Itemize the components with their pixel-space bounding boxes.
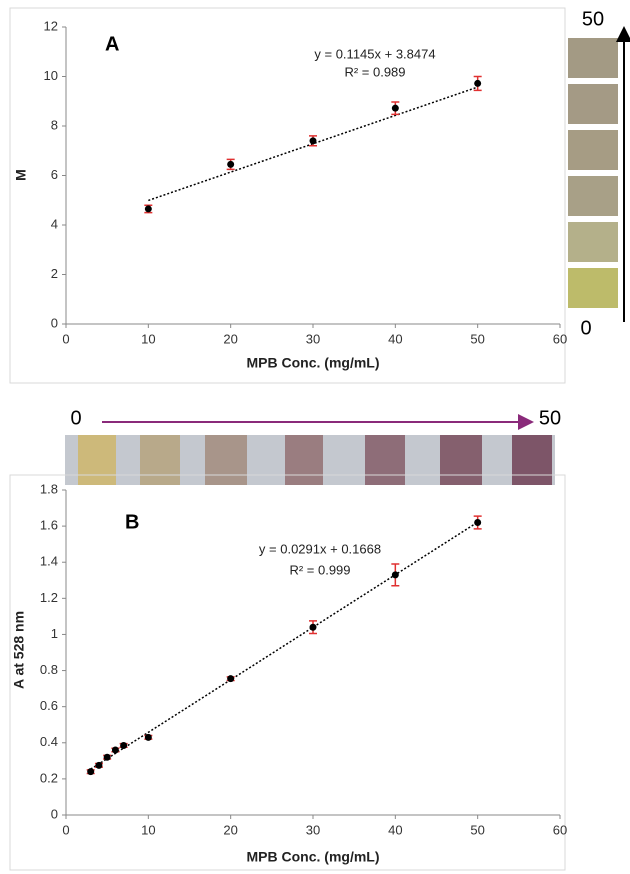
- y-tick-label: 0.6: [40, 698, 58, 713]
- equation: y = 0.0291x + 0.1668: [259, 541, 381, 556]
- y-tick-label: 0.4: [40, 734, 58, 749]
- x-tick-label: 40: [388, 822, 402, 837]
- y-tick-label: 2: [51, 266, 58, 281]
- data-point: [391, 571, 399, 579]
- data-point: [227, 160, 235, 168]
- y-tick-label: 0.8: [40, 662, 58, 677]
- y-axis-label: M: [13, 169, 29, 181]
- data-point: [103, 753, 111, 761]
- y-tick-label: 1.4: [40, 554, 58, 569]
- strip-label: 0: [70, 407, 81, 429]
- x-tick-label: 0: [62, 822, 69, 837]
- data-point: [391, 104, 399, 112]
- y-tick-label: 1.8: [40, 481, 58, 496]
- x-tick-label: 50: [470, 822, 484, 837]
- photo-strip: [65, 414, 555, 485]
- x-tick-label: 20: [223, 331, 237, 346]
- color-strip: [568, 26, 630, 322]
- data-point: [111, 746, 119, 754]
- data-point: [120, 741, 128, 749]
- x-tick-label: 0: [62, 331, 69, 346]
- x-tick-label: 10: [141, 822, 155, 837]
- chart-frame: [9, 7, 566, 384]
- x-tick-label: 30: [306, 822, 320, 837]
- panel-label: A: [105, 33, 119, 55]
- data-point: [227, 675, 235, 683]
- y-tick-label: 6: [51, 167, 58, 182]
- y-tick-label: 0.2: [40, 770, 58, 785]
- strip-label: 50: [539, 407, 561, 429]
- panel-label: B: [125, 511, 139, 533]
- x-axis-label: MPB Conc. (mg/mL): [247, 355, 380, 371]
- y-tick-label: 1.2: [40, 590, 58, 605]
- equation: y = 0.1145x + 3.8474: [314, 46, 435, 61]
- chart-frame: [9, 474, 566, 871]
- data-point: [474, 519, 482, 526]
- x-tick-label: 60: [553, 331, 567, 346]
- x-tick-label: 20: [223, 822, 237, 837]
- data-point: [144, 205, 152, 213]
- data-point: [87, 768, 95, 776]
- x-tick-label: 60: [553, 822, 567, 837]
- y-axis-label: A at 528 nm: [11, 611, 27, 689]
- y-tick-label: 12: [44, 18, 58, 33]
- strip-label: 50: [582, 8, 604, 30]
- y-tick-label: 8: [51, 117, 58, 132]
- y-tick-label: 10: [44, 68, 58, 83]
- data-point: [95, 761, 103, 769]
- trendline: [90, 521, 479, 770]
- y-tick-label: 1: [51, 626, 58, 641]
- r-squared: R² = 0.989: [344, 64, 405, 79]
- data-point: [474, 79, 482, 87]
- strip-label: 0: [580, 317, 591, 339]
- y-tick-label: 0: [51, 315, 58, 330]
- data-point: [309, 137, 317, 145]
- y-tick-label: 4: [51, 216, 58, 231]
- x-tick-label: 30: [306, 331, 320, 346]
- x-axis-label: MPB Conc. (mg/mL): [247, 849, 380, 865]
- x-tick-label: 50: [470, 331, 484, 346]
- y-tick-label: 0: [51, 806, 58, 821]
- x-tick-label: 40: [388, 331, 402, 346]
- x-tick-label: 10: [141, 331, 155, 346]
- r-squared: R² = 0.999: [289, 562, 350, 577]
- data-point: [144, 733, 152, 741]
- y-tick-label: 1.6: [40, 518, 58, 533]
- data-point: [309, 623, 317, 631]
